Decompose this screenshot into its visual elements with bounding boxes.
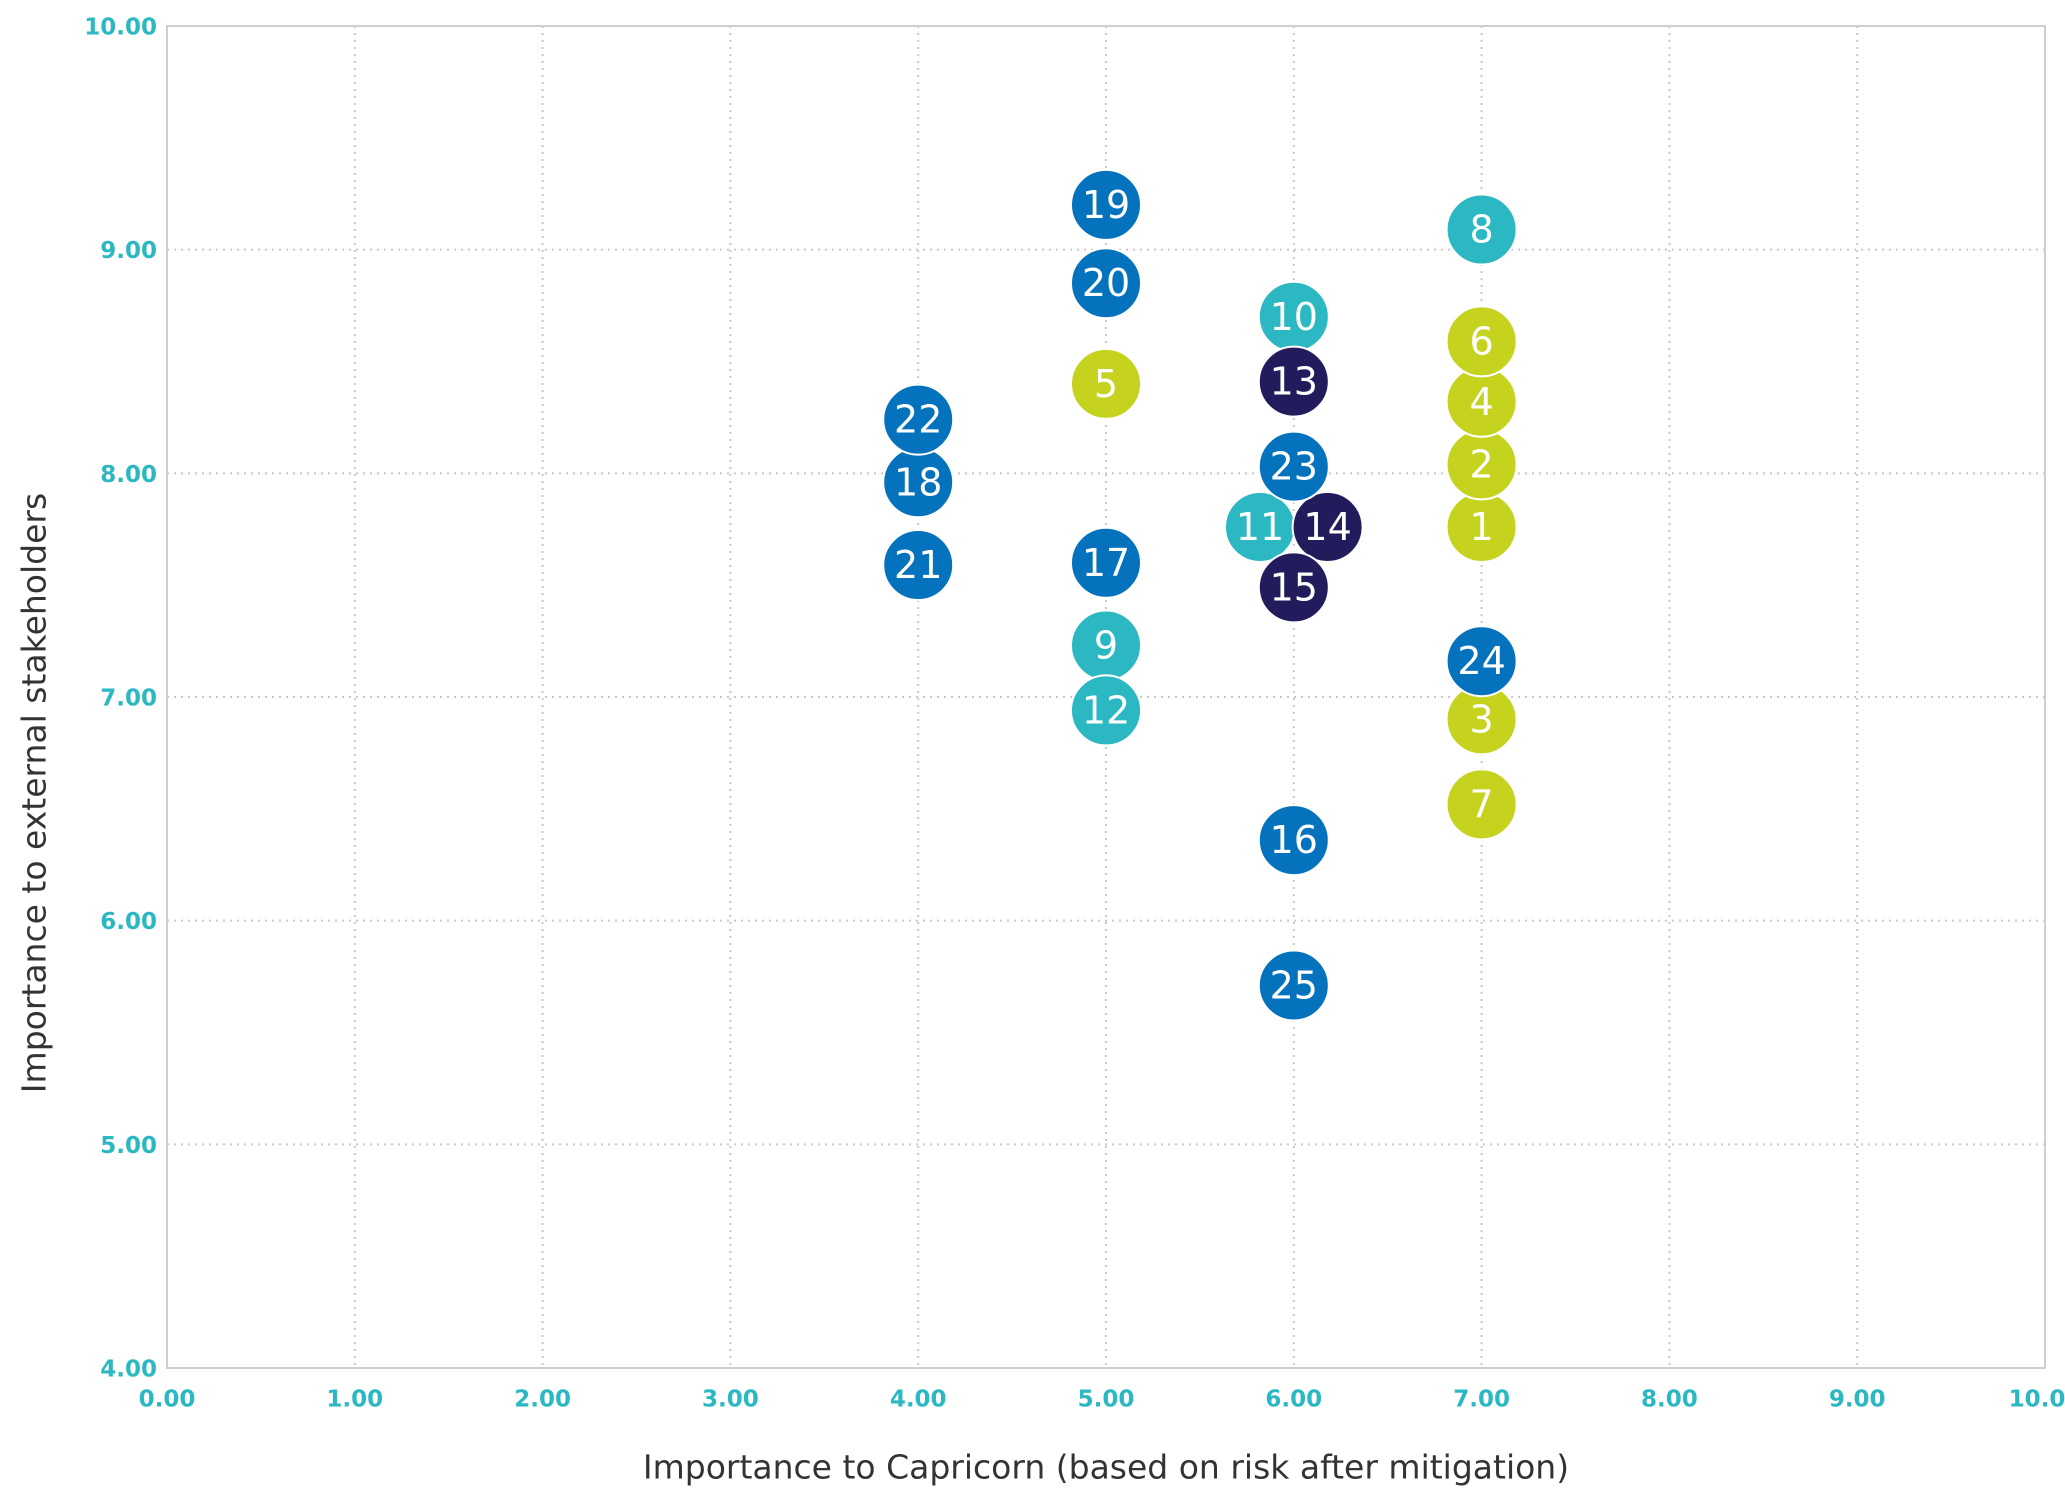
point bbox=[1070, 247, 1142, 320]
point-label: 7 bbox=[1470, 782, 1494, 826]
y-tick-label: 7.00 bbox=[100, 686, 157, 712]
x-tick-label: 10.00 bbox=[2009, 1387, 2065, 1413]
point bbox=[1445, 768, 1518, 841]
point bbox=[882, 529, 955, 602]
x-tick-label: 2.00 bbox=[514, 1387, 571, 1413]
point bbox=[1257, 345, 1330, 418]
point-label: 16 bbox=[1270, 818, 1318, 862]
point bbox=[1070, 526, 1142, 599]
x-tick-label: 5.00 bbox=[1078, 1387, 1135, 1413]
point-label: 3 bbox=[1470, 697, 1494, 741]
x-tick-label: 7.00 bbox=[1453, 1387, 1510, 1413]
point-label: 25 bbox=[1270, 964, 1318, 1008]
point-label: 13 bbox=[1270, 360, 1318, 404]
point bbox=[1070, 347, 1142, 420]
point-label: 10 bbox=[1270, 295, 1318, 339]
point bbox=[1257, 804, 1330, 877]
point-label: 1 bbox=[1470, 505, 1494, 549]
point-label: 22 bbox=[894, 398, 942, 442]
point-label: 14 bbox=[1303, 505, 1351, 549]
y-tick-label: 9.00 bbox=[100, 238, 157, 264]
point bbox=[1445, 625, 1518, 698]
y-axis-title: Importance to external stakeholders bbox=[15, 493, 54, 1093]
x-tick-label: 8.00 bbox=[1641, 1387, 1698, 1413]
x-tick-label: 1.00 bbox=[326, 1387, 383, 1413]
y-tick-label: 6.00 bbox=[100, 909, 157, 935]
point-label: 2 bbox=[1470, 442, 1494, 486]
point-label: 6 bbox=[1470, 319, 1494, 363]
x-tick-label: 0.00 bbox=[139, 1387, 196, 1413]
point bbox=[1257, 430, 1330, 503]
point-label: 21 bbox=[894, 543, 942, 587]
point-label: 15 bbox=[1270, 565, 1318, 609]
point bbox=[1445, 305, 1518, 378]
point bbox=[1257, 551, 1330, 624]
point-label: 5 bbox=[1094, 362, 1118, 406]
point bbox=[1257, 949, 1330, 1022]
point-label: 19 bbox=[1082, 183, 1130, 227]
x-tick-label: 4.00 bbox=[890, 1387, 947, 1413]
point-label: 12 bbox=[1082, 688, 1130, 732]
point bbox=[882, 383, 955, 456]
x-tick-label: 6.00 bbox=[1265, 1387, 1322, 1413]
point-label: 4 bbox=[1470, 380, 1494, 424]
point-label: 9 bbox=[1094, 624, 1118, 668]
y-tick-label: 10.00 bbox=[84, 15, 157, 41]
y-tick-label: 8.00 bbox=[100, 462, 157, 488]
point-label: 20 bbox=[1082, 261, 1130, 305]
y-tick-label: 4.00 bbox=[100, 1357, 157, 1383]
x-tick-label: 3.00 bbox=[702, 1387, 759, 1413]
point bbox=[1070, 168, 1142, 241]
plot-frame bbox=[166, 25, 2046, 1369]
point-label: 23 bbox=[1270, 445, 1318, 489]
x-axis-title: Importance to Capricorn (based on risk a… bbox=[643, 1448, 1569, 1487]
point-label: 8 bbox=[1470, 208, 1494, 252]
point bbox=[1070, 674, 1142, 747]
point-label: 18 bbox=[894, 460, 942, 504]
point-label: 11 bbox=[1236, 505, 1284, 549]
point bbox=[1445, 193, 1518, 266]
x-tick-label: 9.00 bbox=[1829, 1387, 1886, 1413]
point-label: 17 bbox=[1082, 541, 1130, 585]
y-tick-label: 5.00 bbox=[100, 1133, 157, 1159]
point-label: 24 bbox=[1457, 639, 1505, 683]
point bbox=[1291, 491, 1364, 564]
